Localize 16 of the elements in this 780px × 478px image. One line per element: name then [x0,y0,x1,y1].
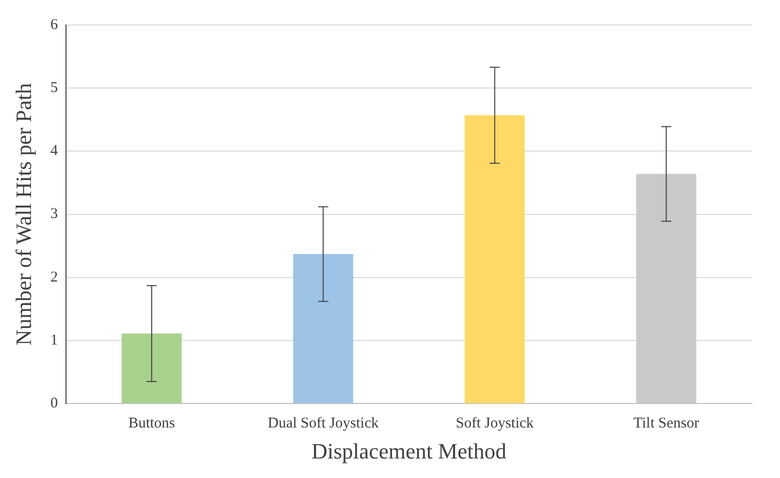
bar [293,254,354,404]
y-tick-label: 5 [50,80,58,96]
x-tick-label: Tilt Sensor [633,416,700,432]
x-tick-label: Buttons [128,416,176,432]
y-axis-title: Number of Wall Hits per Path [10,83,36,346]
y-tick-label: 4 [50,143,58,160]
x-axis-title: Displacement Method [311,438,506,464]
y-tick-label: 6 [50,16,58,33]
bar [122,334,182,404]
y-tick-label: 0 [50,396,58,412]
x-tick-label: Dual Soft Joystick [268,416,380,432]
y-tick-label: 3 [50,206,58,222]
bar [464,115,525,404]
y-tick-label: 2 [50,269,58,286]
y-tick-label: 1 [50,332,58,348]
x-tick-label: Soft Joystick [456,416,534,432]
